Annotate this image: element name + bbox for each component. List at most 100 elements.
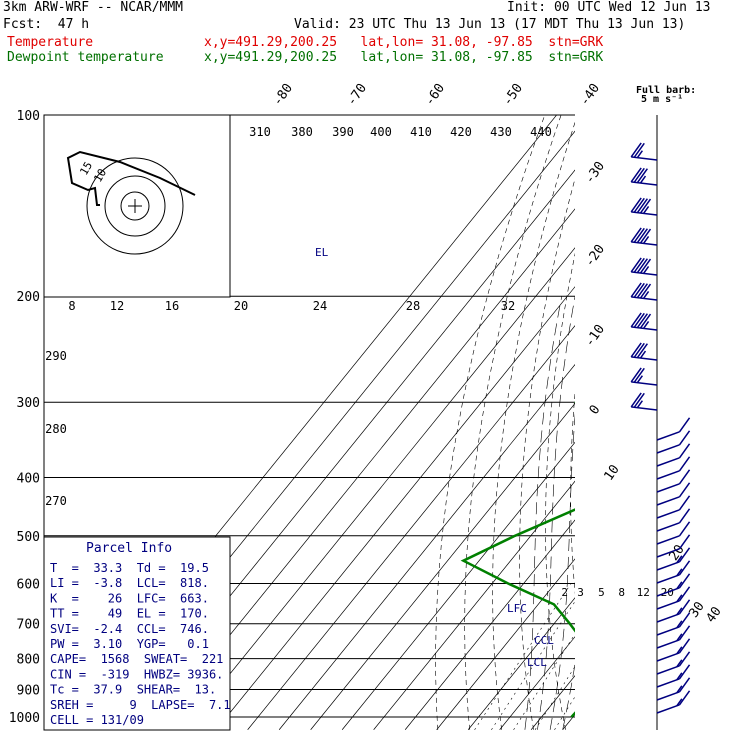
isotherm-label: -50 — [500, 81, 526, 109]
isotherm-label: 10 — [601, 462, 622, 483]
level-marker: CCL — [534, 634, 554, 647]
wind-barb — [656, 638, 691, 662]
wind-barb — [656, 495, 691, 519]
wind-barb-staff — [656, 522, 680, 532]
theta-label: 390 — [332, 125, 354, 139]
pressure-tick-label: 600 — [17, 577, 40, 592]
wind-barb-staff — [631, 381, 658, 386]
isotherm-label: -30 — [582, 159, 608, 187]
wind-barb-feather — [678, 430, 691, 446]
wind-barb-feather — [630, 342, 642, 358]
wind-barb-feather — [633, 282, 645, 298]
wind-barb-feather — [678, 612, 691, 628]
wind-barb-staff — [656, 613, 680, 623]
isotherm — [247, 325, 575, 730]
isotherm — [152, 208, 575, 730]
wind-barb-staff — [656, 574, 680, 584]
wind-barb — [656, 651, 691, 675]
wind-barb — [656, 547, 691, 571]
wind-barb-feather — [678, 495, 691, 511]
theta-label: 310 — [249, 125, 271, 139]
dry-adiabat — [570, 389, 575, 595]
parcel-row: LI = -3.8 LCL= 818. — [50, 576, 209, 590]
mixing-ratio-label: 5 — [598, 586, 605, 599]
hodograph-speed-label: 12 — [110, 299, 124, 313]
wind-barb-staff — [631, 356, 658, 361]
wind-barb-feather — [678, 560, 691, 576]
parcel-row: Tc = 37.9 SHEAR= 13. — [50, 683, 216, 697]
wind-barb — [656, 443, 691, 467]
wind-barb-feather — [630, 142, 642, 158]
mixing-ratio-label: 3 — [577, 586, 584, 599]
wind-barb-feather — [636, 258, 648, 274]
parcel-row: SREH = 9 LAPSE= 7.1 — [50, 698, 231, 712]
isotherm-label: -20 — [582, 242, 608, 270]
dry-adiabat — [464, 115, 562, 730]
wind-barb-feather — [676, 698, 683, 707]
level-marker: LCL — [527, 656, 547, 669]
hodograph-ring-label: 15 — [77, 160, 95, 178]
barb-legend-unit: 5 m s⁻¹ — [641, 94, 684, 105]
hodograph-ring — [120, 191, 150, 221]
wind-barb — [656, 508, 691, 532]
parcel-info-box: Parcel Info T = 33.3 Td = 19.5LI = -3.8 L… — [43, 536, 231, 731]
theta-label: 290 — [45, 349, 67, 363]
wind-barb-feather — [642, 235, 650, 244]
wind-barb-feather — [676, 633, 683, 642]
wind-barb — [630, 312, 658, 331]
wind-barb-staff — [656, 600, 680, 610]
parcel-row: K = 26 LFC= 663. — [50, 591, 209, 605]
wind-barb — [656, 586, 691, 610]
init-time: Init: 00 UTC Wed 12 Jun 13 — [507, 0, 711, 15]
hodograph-ring — [104, 175, 166, 237]
wind-barb-feather — [636, 375, 643, 384]
parcel-title: Parcel Info — [86, 541, 172, 556]
wind-barb-staff — [656, 483, 680, 493]
theta-label: 440 — [530, 125, 552, 139]
wind-barb-staff — [656, 691, 680, 701]
wind-barb-feather — [636, 198, 648, 214]
mixing-ratio-label: 2 — [561, 586, 568, 599]
wind-barb-feather — [678, 547, 691, 563]
moist-adiabat — [575, 296, 624, 730]
mixing-ratio-label: 12 — [637, 586, 650, 599]
moist-adiabat — [562, 661, 575, 730]
wind-barb — [630, 282, 658, 301]
wind-barb-staff — [656, 704, 680, 714]
theta-label: 420 — [450, 125, 472, 139]
wind-barb-staff — [656, 665, 680, 675]
dewpoint-legend: Dewpoint temperature — [7, 50, 164, 65]
isotherm — [215, 286, 575, 730]
wind-barb-feather — [676, 685, 683, 694]
isotherm — [594, 87, 740, 729]
isotherm — [657, 87, 740, 729]
parcel-row: CELL = 131/09 — [50, 713, 144, 727]
isotherm — [467, 597, 575, 730]
level-marker: EL — [315, 246, 329, 259]
wind-barb-staff — [656, 496, 680, 506]
wind-barb-staff — [631, 156, 658, 161]
wind-barb-feather — [676, 568, 683, 577]
wind-barb-feather — [642, 205, 650, 214]
isotherm — [436, 558, 575, 730]
hodograph-ring — [86, 157, 184, 255]
temperature-location: x,y=491.29,200.25 lat,lon= 31.08, -97.85… — [204, 35, 604, 50]
parcel-row: PW = 3.10 YGP= 0.1 — [50, 637, 209, 651]
wind-barb-feather — [678, 508, 691, 524]
parcel-row: CAPE= 1568 SWEAT= 221 — [50, 652, 223, 666]
isotherm-label: -70 — [344, 81, 370, 109]
wind-barb — [630, 392, 658, 411]
wind-barb-staff — [656, 626, 680, 636]
mixing-ratio-line — [474, 583, 572, 730]
wind-barb-feather — [633, 227, 645, 243]
wind-barb-feather — [630, 367, 642, 383]
dry-adiabat — [435, 115, 546, 730]
wind-barb-feather — [639, 175, 647, 184]
theta-label: 400 — [370, 125, 392, 139]
wind-barb-staff — [656, 444, 680, 454]
isotherm-label: -80 — [270, 81, 296, 109]
wind-barb-feather — [678, 638, 691, 654]
isotherm — [184, 247, 575, 730]
wind-barb — [630, 142, 658, 161]
